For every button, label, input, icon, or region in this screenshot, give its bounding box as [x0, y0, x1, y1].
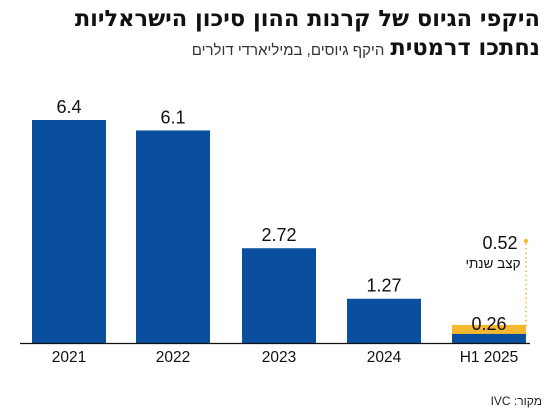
- x-tick-label-h1-2025: H1 2025: [460, 349, 519, 366]
- bar-h1-2025: [452, 333, 526, 343]
- value-label-h1-2025: 0.26: [471, 314, 506, 334]
- value-label-2024: 1.27: [366, 276, 401, 296]
- x-tick-label-2023: 2023: [262, 349, 296, 366]
- chart-title-row-2: נחתכו דרמטית היקף גיוסים, במיליארדי דולרי…: [10, 33, 540, 66]
- annual-pace-connector-dot: [523, 238, 529, 244]
- chart-title-line-2: נחתכו דרמטית: [390, 35, 540, 61]
- chart-title-line-1: היקפי הגיוס של קרנות ההון סיכון הישראליו…: [74, 6, 540, 32]
- annual-pace-value-label: 0.52: [482, 233, 517, 253]
- x-tick-label-2022: 2022: [156, 349, 190, 366]
- bar-2022: [136, 130, 210, 343]
- chart-subtitle: היקף גיוסים, במיליארדי דולרים: [191, 42, 385, 59]
- x-tick-label-2021: 2021: [52, 349, 86, 366]
- annual-pace-label: קצב שנתי: [465, 256, 520, 271]
- value-label-2021: 6.4: [56, 97, 81, 117]
- value-label-2022: 6.1: [160, 107, 185, 127]
- bar-2023: [242, 248, 316, 343]
- bar-2021: [32, 120, 106, 343]
- x-tick-label-2024: 2024: [367, 349, 402, 366]
- chart-header: היקפי הגיוס של קרנות ההון סיכון הישראליו…: [10, 6, 540, 66]
- value-label-2023: 2.72: [261, 225, 296, 245]
- source-note: מקור: IVC: [490, 394, 542, 408]
- bar-2024: [347, 298, 421, 343]
